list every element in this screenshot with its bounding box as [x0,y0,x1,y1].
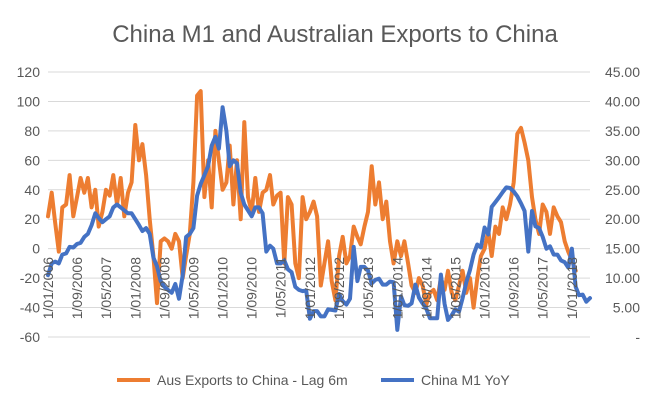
x-tick-label: 1/01/2016 [477,257,493,319]
right-tick-label: 10.00 [605,270,640,286]
x-tick-label: 1/01/2006 [40,257,56,319]
left-tick-label: 100 [17,93,41,109]
right-axis-ticks: - 5.00 10.00 15.00 20.00 25.00 30.00 35.00 40.00… [605,64,640,345]
x-tick-label: 1/09/2010 [244,257,260,319]
right-tick-label: 40.00 [605,93,640,109]
left-tick-label: 120 [17,64,41,80]
x-tick-label: 1/05/2009 [185,257,201,319]
legend-label-china-m1: China M1 YoY [421,372,510,388]
left-axis-ticks: -60 -40 -20 0 20 40 60 80 100 120 [17,64,41,345]
right-tick-label: 25.00 [605,182,640,198]
legend: Aus Exports to China - Lag 6m China M1 Y… [117,372,510,388]
right-tick-label: 5.00 [613,300,640,316]
x-tick-label: 1/05/2011 [273,257,289,318]
left-tick-label: 60 [24,152,40,168]
x-tick-label: 1/09/2012 [331,257,347,319]
x-tick-label: 1/01/2014 [389,257,405,319]
left-tick-label: 0 [32,241,40,257]
x-tick-label: 1/01/2012 [302,257,318,319]
left-tick-label: 20 [24,211,40,227]
x-tick-label: 1/09/2006 [69,257,85,319]
left-tick-label: -60 [20,329,40,345]
right-tick-label: 20.00 [605,211,640,227]
left-tick-label: 80 [24,123,40,139]
x-axis-ticks: 1/01/2006 1/09/2006 1/05/2007 1/01/2008 1/09… [40,257,580,320]
x-tick-label: 1/01/2008 [127,257,143,319]
series-line-china-m1 [46,105,592,332]
right-tick-label: 45.00 [605,64,640,80]
series-lines [46,89,592,332]
x-tick-label: 1/09/2008 [156,257,172,319]
right-tick-label: - [635,329,640,345]
x-tick-label: 1/01/2010 [215,257,231,319]
x-tick-label: 1/09/2014 [418,257,434,319]
x-tick-label: 1/05/2007 [98,257,114,319]
x-tick-label: 1/09/2016 [506,257,522,319]
legend-label-aus-exports: Aus Exports to China - Lag 6m [157,372,348,388]
left-tick-label: -20 [20,270,40,286]
right-tick-label: 30.00 [605,152,640,168]
x-tick-label: 1/01/2018 [564,257,580,319]
left-tick-label: 40 [24,182,40,198]
left-tick-label: -40 [20,300,40,316]
x-tick-label: 1/05/2013 [360,257,376,319]
right-tick-label: 35.00 [605,123,640,139]
x-tick-label: 1/05/2017 [535,257,551,319]
chart-title: China M1 and Australian Exports to China [112,21,558,48]
right-tick-label: 15.00 [605,241,640,257]
x-tick-label: 1/05/2015 [447,257,463,319]
